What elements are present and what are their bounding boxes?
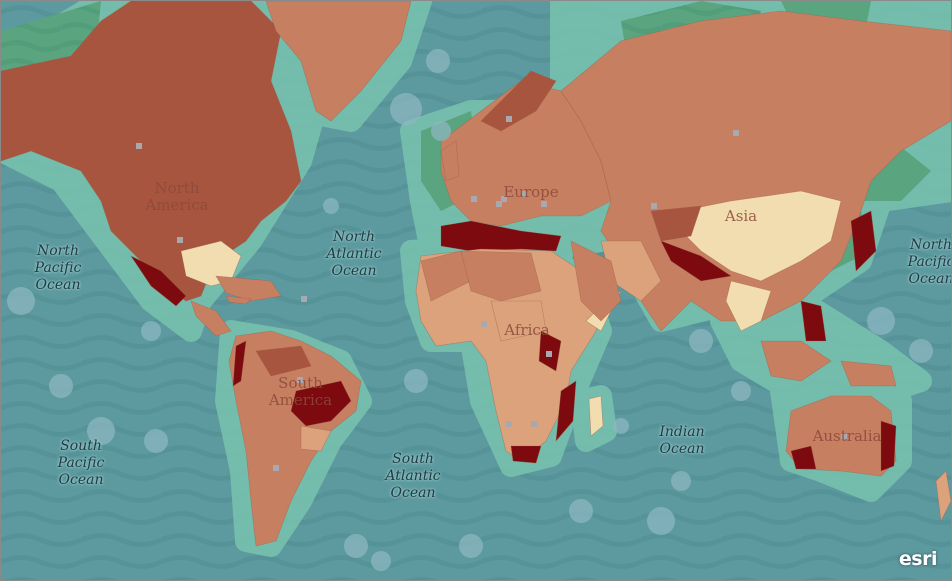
continent-label-line: Australia [812, 427, 882, 445]
continent-label-australia: Australia [802, 428, 892, 445]
ocean-label-line: Pacific [34, 260, 82, 276]
ocean-label-line: North [909, 237, 952, 253]
ocean-label-line: Ocean [35, 277, 81, 293]
continent-label-africa: Africa [492, 322, 562, 339]
continent-label-line: South [278, 374, 323, 392]
esri-logo[interactable]: esri [898, 548, 938, 570]
ocean-label-indian: Indian Ocean [647, 424, 717, 458]
ocean-label-line: Ocean [390, 485, 436, 501]
land-greenland [265, 1, 412, 122]
continent-label-line: North [154, 179, 200, 197]
point-markers [136, 116, 847, 471]
continent-label-line: America [268, 391, 333, 409]
island-buffers [7, 49, 933, 571]
ocean-label-south-pacific: South Pacific Ocean [46, 438, 116, 489]
ocean-label-north-pacific-west: North Pacific Ocean [23, 243, 93, 294]
continent-label-europe: Europe [496, 184, 566, 201]
ocean-label-line: Ocean [58, 472, 104, 488]
ocean-label-line: South [392, 451, 434, 467]
land-new-zealand [935, 470, 951, 523]
ocean-label-north-atlantic: North Atlantic Ocean [319, 229, 389, 280]
continent-label-line: Africa [504, 321, 550, 339]
continent-label-line: Asia [724, 207, 758, 225]
ocean-label-line: South [60, 438, 102, 454]
ocean-label-line: North [332, 229, 375, 245]
continent-label-south-america: South America [263, 375, 338, 409]
ocean-label-line: Ocean [908, 271, 952, 287]
ocean-label-line: Pacific [907, 254, 952, 270]
ocean-label-line: Atlantic [385, 468, 441, 484]
continent-label-asia: Asia [716, 208, 766, 225]
continent-label-line: Europe [503, 183, 559, 201]
continent-label-line: America [145, 196, 209, 214]
ocean-label-line: North [36, 243, 79, 259]
ocean-label-line: Pacific [57, 455, 105, 471]
land-areas [1, 1, 951, 547]
ocean-label-line: Indian [659, 424, 705, 440]
land-madagascar [588, 395, 604, 437]
ocean-label-south-atlantic: South Atlantic Ocean [378, 451, 448, 502]
ocean-label-north-pacific-east: North Pacific Ocean [901, 237, 952, 288]
continent-label-north-america: North America [137, 180, 217, 214]
ocean-label-line: Ocean [659, 441, 705, 457]
ocean-label-line: Atlantic [326, 246, 382, 262]
ocean-label-line: Ocean [331, 263, 377, 279]
